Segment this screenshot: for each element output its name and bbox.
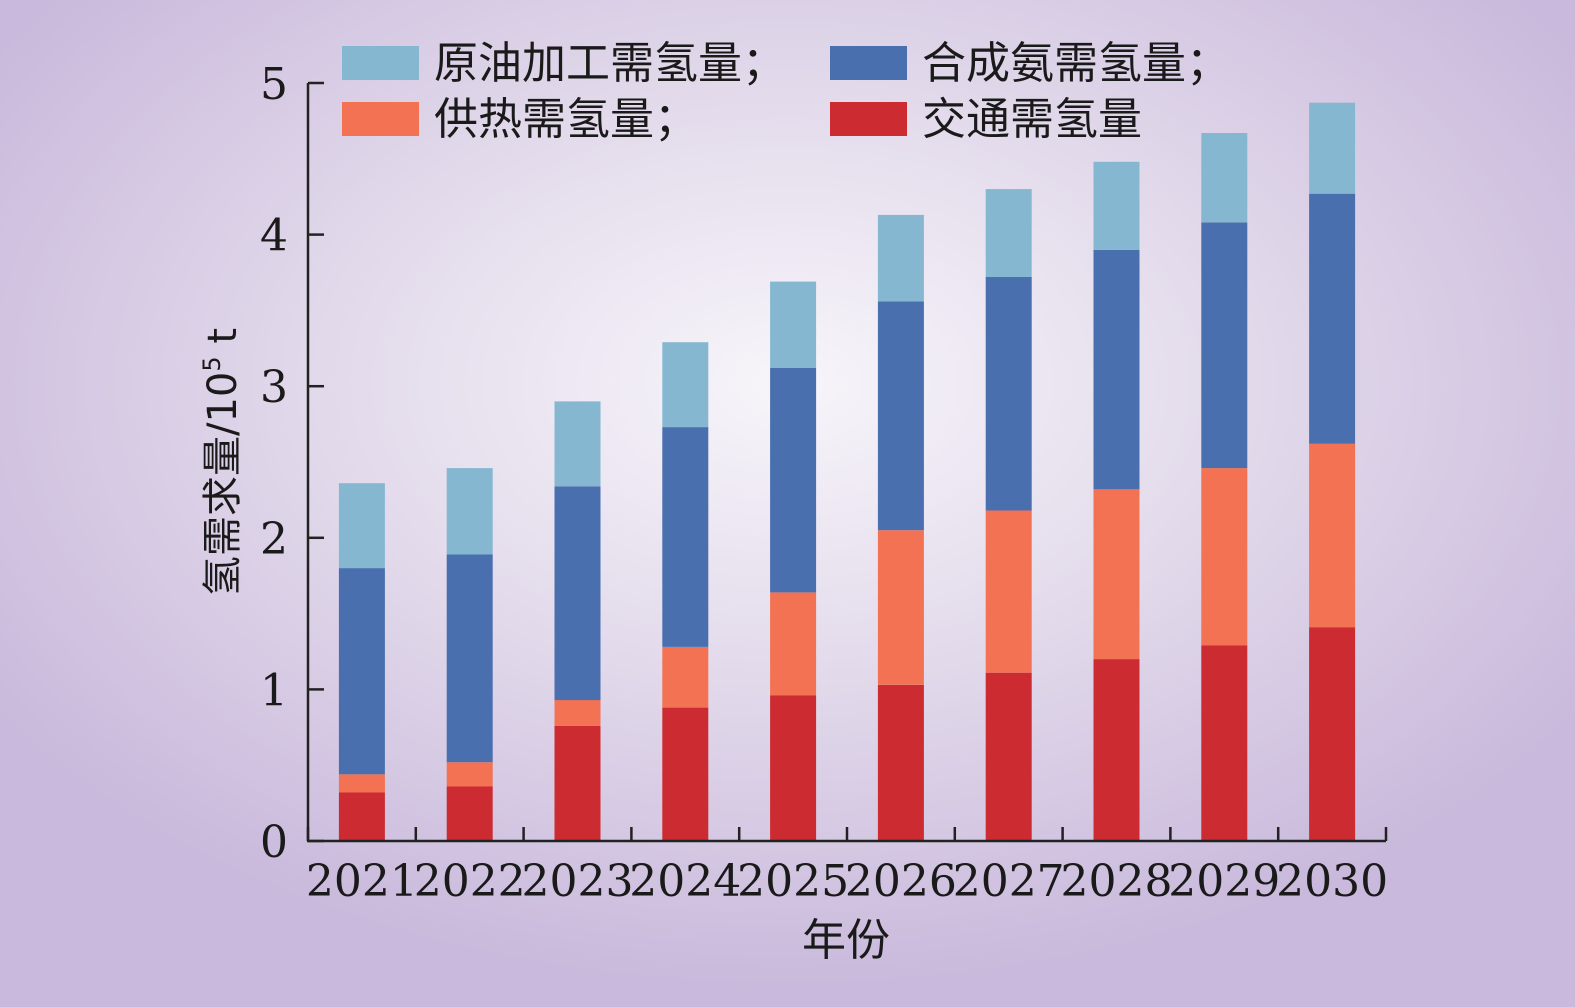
bar-2029-series-3 <box>1201 133 1248 223</box>
x-tick-label: 2021 <box>306 856 418 907</box>
bar-2028-series-3 <box>1093 161 1140 250</box>
x-tick-label: 2030 <box>1276 856 1388 907</box>
legend-label-3: 原油加工需氢量； <box>434 38 786 89</box>
y-tick-label: 3 <box>260 362 288 413</box>
legend-label-2: 合成氨需氢量； <box>922 38 1230 89</box>
bar-2022-series-3 <box>446 468 493 555</box>
y-tick-label: 1 <box>260 665 288 716</box>
bar-2021-series-1 <box>338 774 385 793</box>
y-axis-label-unit: t <box>200 328 246 356</box>
bar-2026-series-1 <box>877 530 924 685</box>
x-tick-label: 2027 <box>953 856 1065 907</box>
y-tick-label: 5 <box>260 59 288 110</box>
x-axis-label: 年份 <box>802 915 890 966</box>
bar-2022-series-0 <box>446 786 493 841</box>
legend-swatch-0 <box>830 102 907 136</box>
bar-2025-series-2 <box>770 368 817 593</box>
x-tick-label: 2022 <box>414 856 526 907</box>
bar-2030-series-2 <box>1309 193 1356 444</box>
bar-2029-series-2 <box>1201 222 1248 469</box>
bar-2021-series-2 <box>338 568 385 775</box>
legend-swatch-1 <box>342 102 419 136</box>
bar-2026-series-0 <box>877 684 924 841</box>
y-ticks: 0 1 2 3 4 5 <box>260 59 324 868</box>
legend-swatch-2 <box>830 46 907 80</box>
y-axis-label: 氢需求量/105 t <box>198 328 246 596</box>
bar-2026-series-3 <box>877 214 924 302</box>
bar-2028-series-0 <box>1093 659 1140 841</box>
bar-2023-series-1 <box>554 700 601 726</box>
bar-2021-series-3 <box>338 483 385 569</box>
bar-2025-series-0 <box>770 695 817 841</box>
bar-2030-series-0 <box>1309 627 1356 841</box>
bar-2027-series-3 <box>985 189 1032 277</box>
bar-2024-series-1 <box>662 647 709 708</box>
bar-2023-series-0 <box>554 725 601 841</box>
x-tick-label: 2024 <box>629 856 741 907</box>
bar-2029-series-1 <box>1201 468 1248 646</box>
bar-2023-series-3 <box>554 401 601 487</box>
bar-2029-series-0 <box>1201 645 1248 841</box>
y-tick-label: 2 <box>260 514 288 565</box>
bar-2024-series-0 <box>662 707 709 841</box>
bar-2022-series-2 <box>446 554 493 763</box>
bar-2028-series-2 <box>1093 249 1140 490</box>
bars-layer <box>338 102 1356 841</box>
bar-2026-series-2 <box>877 301 924 531</box>
x-tick-label: 2029 <box>1168 856 1280 907</box>
x-tick-label: 2023 <box>522 856 634 907</box>
bar-2030-series-1 <box>1309 443 1356 628</box>
legend-swatch-3 <box>342 46 419 80</box>
bar-2027-series-0 <box>985 672 1032 841</box>
bar-2024-series-2 <box>662 427 709 647</box>
bar-2023-series-2 <box>554 486 601 701</box>
y-axis-label-exponent: 5 <box>198 356 226 371</box>
y-tick-label: 0 <box>260 817 288 868</box>
legend: 原油加工需氢量； 合成氨需氢量； 供热需氢量； 交通需氢量 <box>342 38 1230 145</box>
bar-2028-series-1 <box>1093 489 1140 660</box>
bar-2030-series-3 <box>1309 102 1356 194</box>
bar-2027-series-1 <box>985 510 1032 673</box>
bar-2025-series-1 <box>770 592 817 696</box>
y-axis-label-main: 氢需求量/10 <box>200 372 246 596</box>
y-tick-label: 4 <box>260 211 288 262</box>
x-tick-label: 2025 <box>737 856 849 907</box>
bar-2022-series-1 <box>446 762 493 787</box>
bar-2024-series-3 <box>662 342 709 428</box>
legend-label-0: 交通需氢量 <box>922 94 1142 145</box>
bar-2021-series-0 <box>338 792 385 841</box>
bar-2027-series-2 <box>985 277 1032 511</box>
x-tick-label: 2026 <box>845 856 957 907</box>
x-tick-label: 2028 <box>1061 856 1173 907</box>
legend-label-1: 供热需氢量； <box>434 94 698 145</box>
bar-2025-series-3 <box>770 281 817 368</box>
